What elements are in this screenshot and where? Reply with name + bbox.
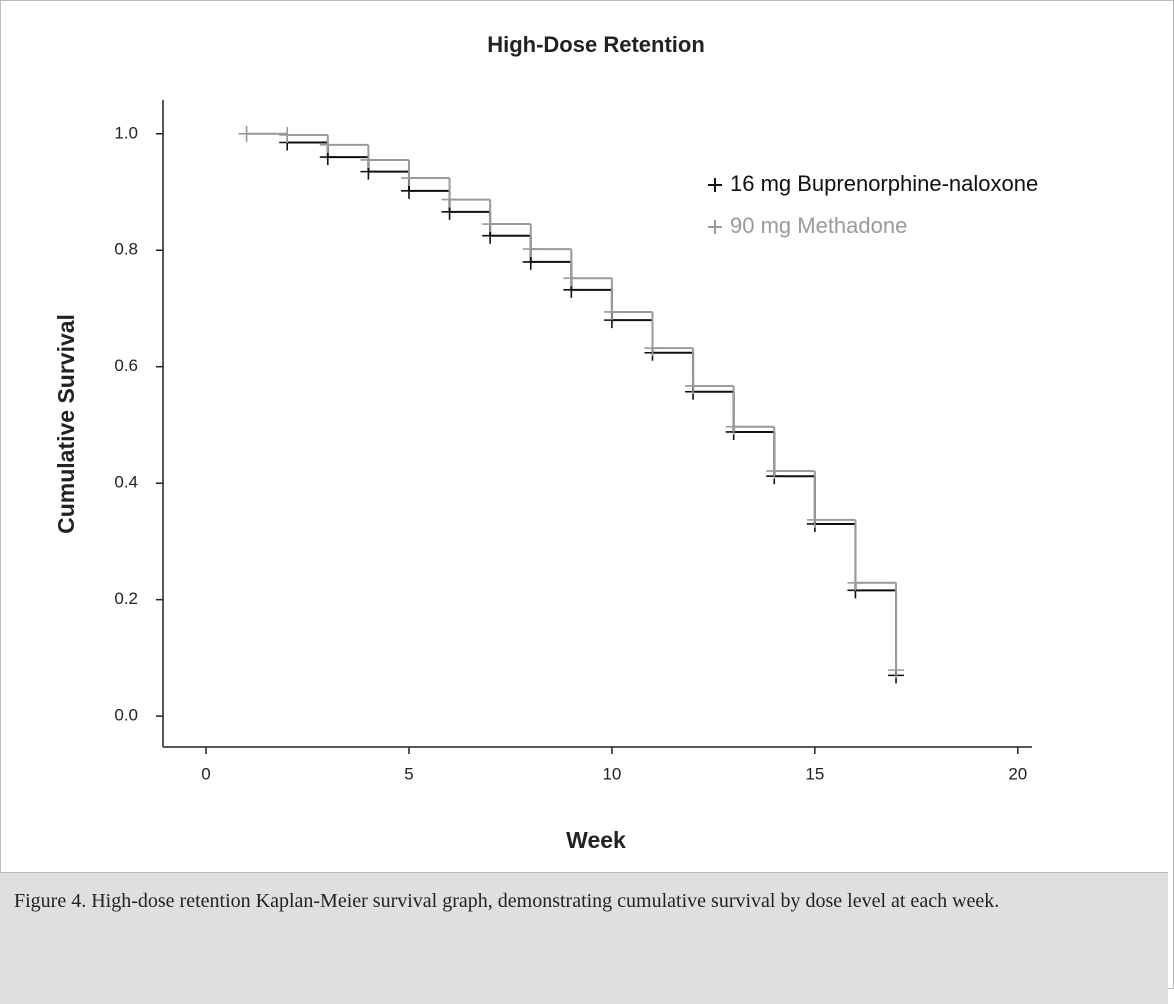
censor-mark bbox=[603, 303, 620, 320]
y-tick-label: 0.2 bbox=[114, 589, 138, 608]
censor-mark bbox=[685, 377, 702, 394]
caption: Figure 4. High-dose retention Kaplan-Mei… bbox=[0, 872, 1168, 1004]
legend-label: 90 mg Methadone bbox=[730, 213, 907, 238]
y-tick-label: 0.6 bbox=[114, 356, 138, 375]
legend-symbol bbox=[708, 220, 722, 234]
x-tick-label: 15 bbox=[805, 764, 824, 783]
y-tick-label: 0.0 bbox=[114, 706, 138, 725]
y-tick-label: 0.4 bbox=[114, 473, 138, 492]
y-tick-label: 0.8 bbox=[114, 240, 138, 259]
x-tick-label: 5 bbox=[404, 764, 413, 783]
censor-mark bbox=[400, 170, 417, 187]
censor-mark bbox=[482, 216, 499, 233]
legend-label: 16 mg Buprenorphine-naloxone bbox=[730, 171, 1038, 196]
x-tick-label: 20 bbox=[1008, 764, 1027, 783]
x-tick-label: 0 bbox=[201, 764, 210, 783]
censor-mark bbox=[360, 151, 377, 168]
censor-mark bbox=[319, 136, 336, 153]
x-axis-label: Week bbox=[566, 827, 626, 853]
censor-mark bbox=[522, 241, 539, 258]
censor-mark bbox=[888, 662, 905, 679]
censor-mark bbox=[644, 340, 661, 357]
y-tick-label: 1.0 bbox=[114, 123, 138, 142]
censor-mark bbox=[279, 126, 296, 143]
censor-mark bbox=[847, 574, 864, 591]
censor-mark bbox=[238, 125, 255, 142]
x-tick-label: 10 bbox=[602, 764, 621, 783]
censor-mark bbox=[563, 270, 580, 287]
censor-mark bbox=[725, 418, 742, 435]
chart: High-Dose Retention Week Cumulative Surv… bbox=[53, 32, 1038, 853]
legend-symbol bbox=[708, 178, 722, 192]
y-axis-label: Cumulative Survival bbox=[53, 314, 79, 534]
censor-mark bbox=[766, 462, 783, 479]
censor-mark bbox=[806, 511, 823, 528]
chart-title: High-Dose Retention bbox=[487, 32, 705, 57]
censor-mark bbox=[441, 191, 458, 208]
